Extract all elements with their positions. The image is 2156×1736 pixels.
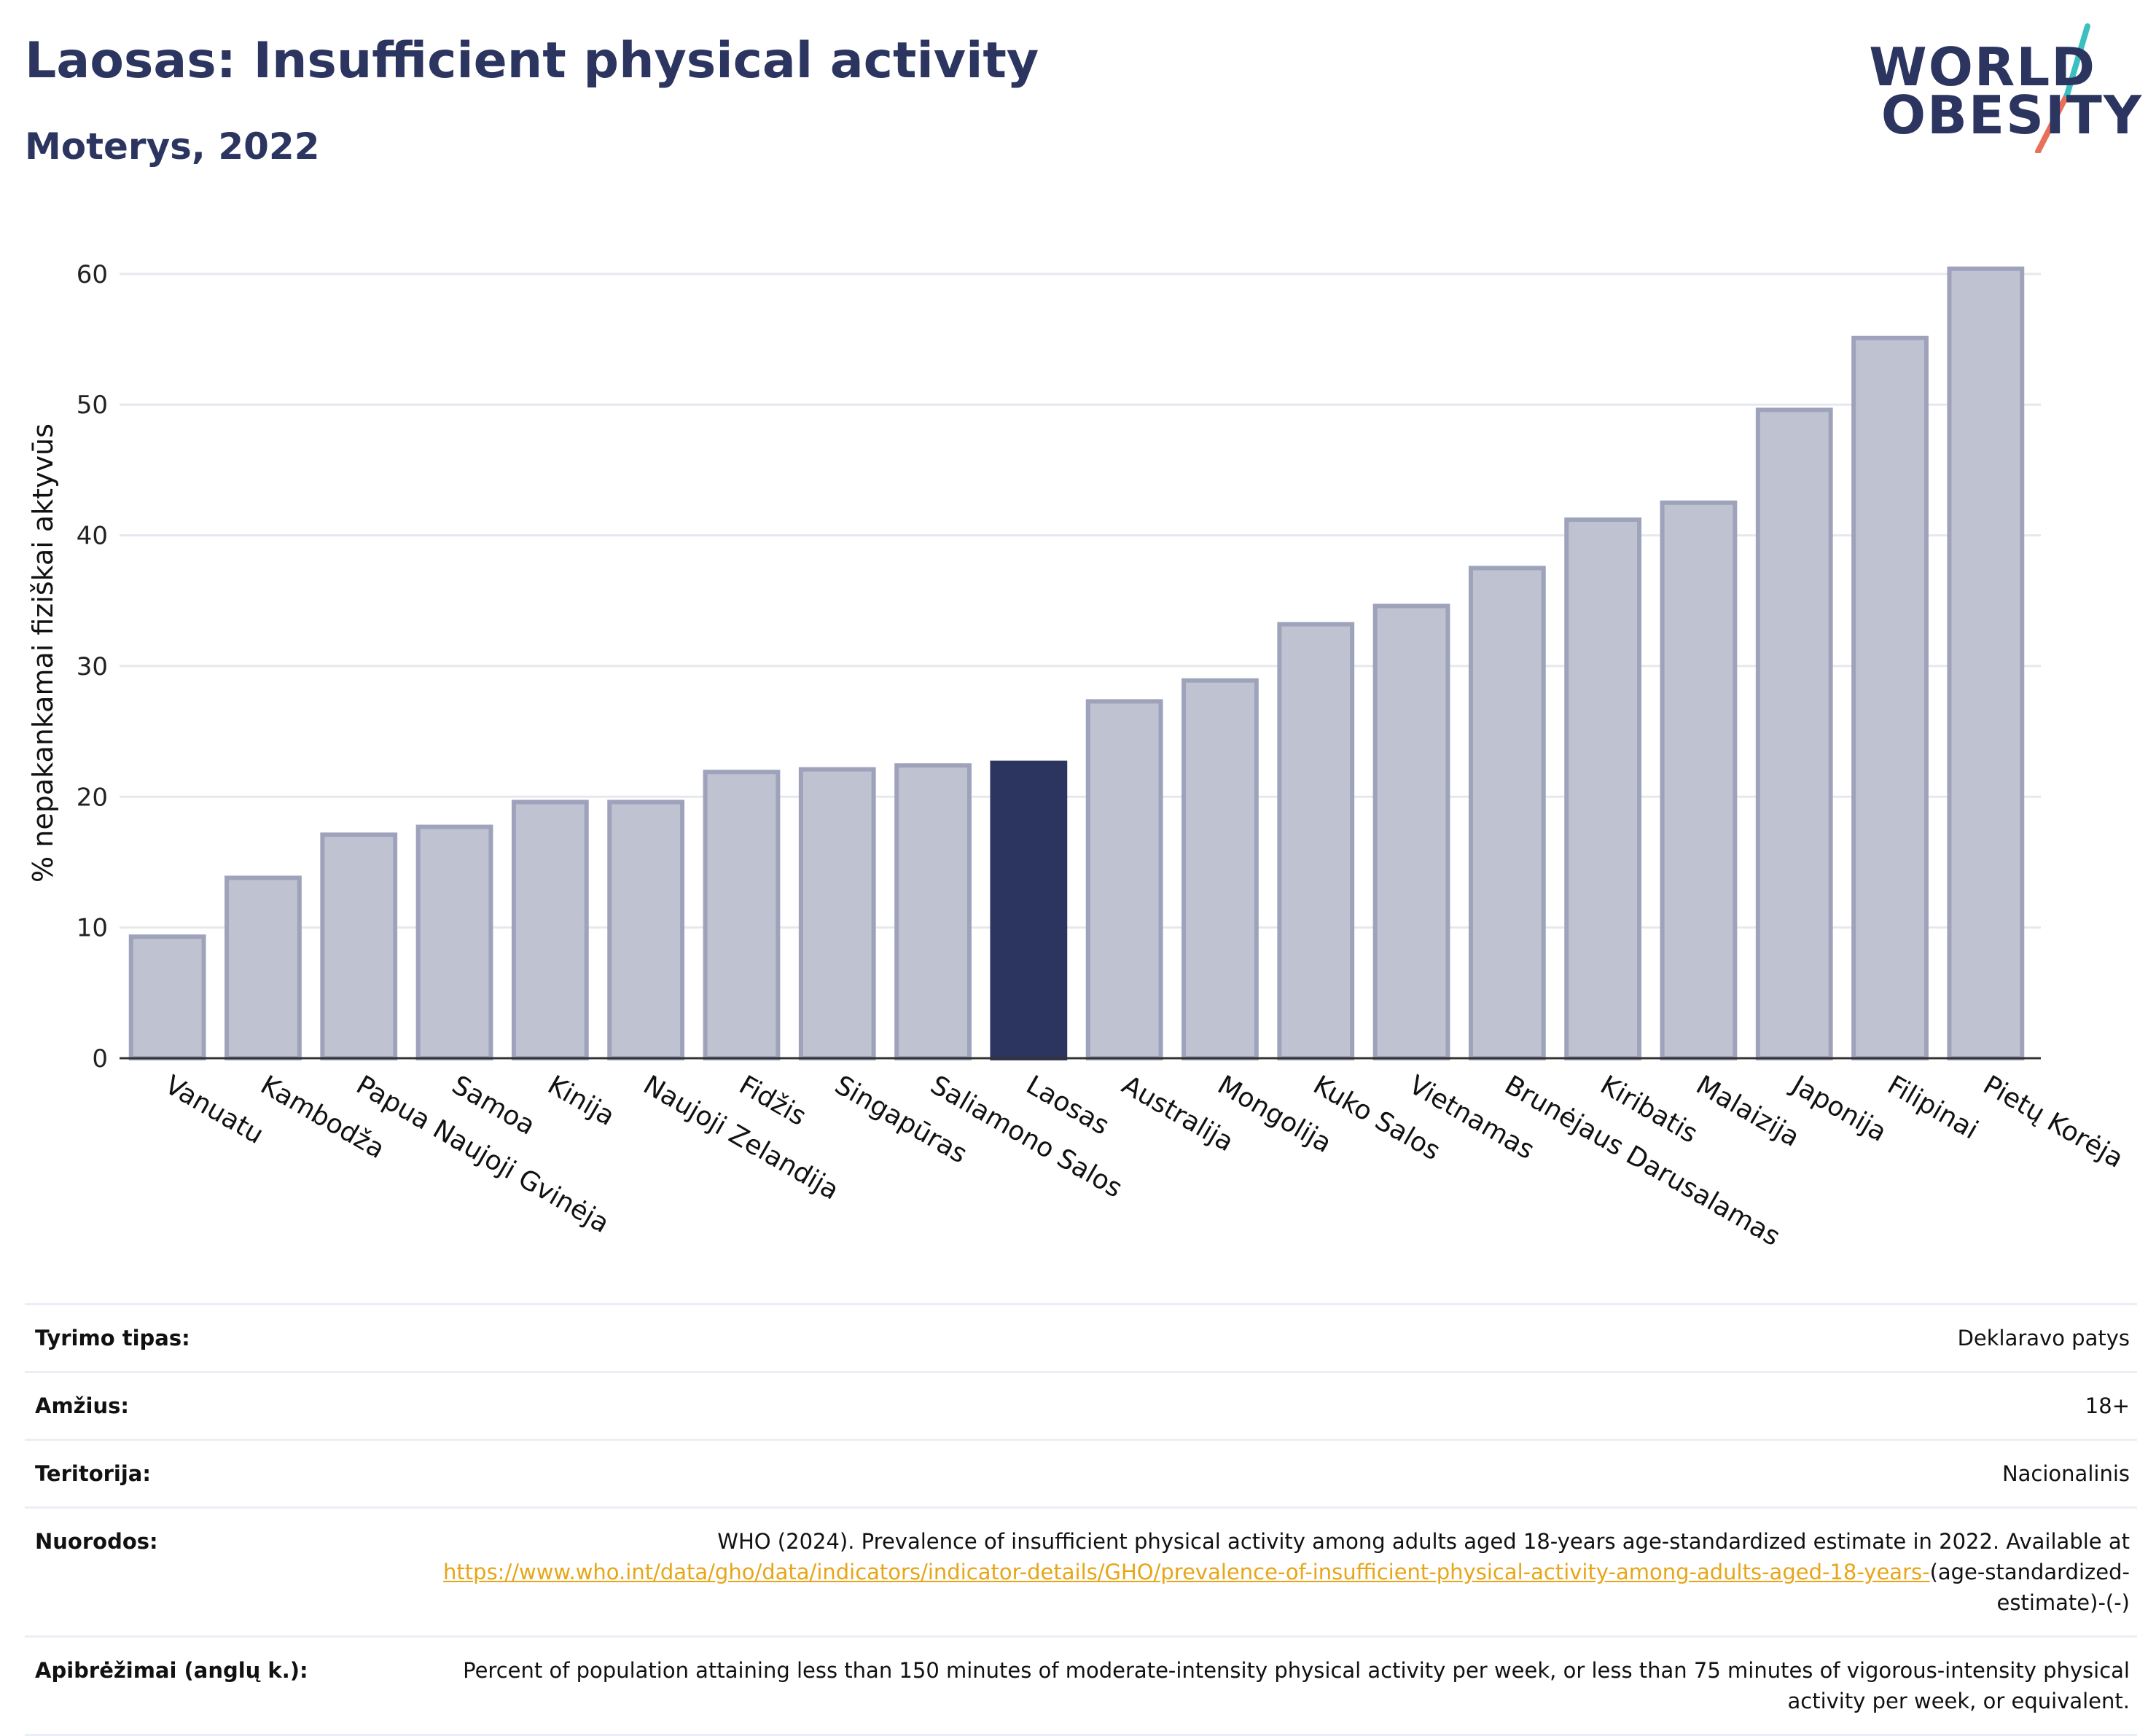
info-table: Tyrimo tipas: Deklaravo patys Amžius: 18+ Te… [25,1303,2137,1736]
bar-mongolija [1181,678,1259,1060]
bar-kiribatis [1564,517,1642,1061]
x-tick-label: Malaizija [1691,1070,1805,1153]
y-tick-label: 0 [92,1044,108,1074]
bar-filipinai [1851,335,1929,1061]
bar-fidžis [703,770,781,1060]
info-value: Percent of population attaining less tha… [463,1658,2130,1713]
x-tick-label: Pietų Korėja [1978,1070,2128,1174]
y-axis-label: % nepakankamai fiziškai aktyvūs [27,423,59,883]
y-tick-labels: 0 10 20 30 40 50 60 [77,260,108,1074]
logo-line2: OBESITY [1880,85,2143,146]
info-label: Nuorodos: [35,1529,158,1554]
bar-kuko-salos [1277,622,1355,1060]
info-value: Deklaravo patys [1957,1326,2130,1350]
reference-link[interactable]: https://www.who.int/data/gho/data/indica… [443,1560,1930,1584]
info-value: 18+ [2085,1393,2130,1418]
info-row: Tyrimo tipas: Deklaravo patys [25,1303,2137,1371]
bar-singapūras [798,767,876,1060]
x-tick-label: Vanuatu [160,1070,268,1150]
chart-title: Laosas: Insufficient physical activity [25,32,1039,90]
info-label: Tyrimo tipas: [35,1326,190,1350]
bar-vietnamas [1372,603,1450,1060]
y-tick-label: 30 [77,652,108,681]
bar-pietų-korėja [1947,266,2025,1060]
bar-papua-naujoji-gvinėja [320,832,398,1060]
bar-laosas [990,760,1068,1061]
y-tick-label: 20 [77,783,108,812]
info-label: Teritorija: [35,1461,151,1486]
info-row: Apibrėžimai (anglų k.): Percent of popula… [25,1635,2137,1736]
bar-australija [1085,699,1163,1060]
bar-kinija [511,799,589,1061]
logo-slash-icon [2035,23,2090,153]
info-label: Apibrėžimai (anglų k.): [35,1658,308,1683]
bar-samoa [415,824,493,1060]
world-obesity-logo: WORLD OBESITY [1869,22,2143,153]
info-row: Teritorija: Nacionalinis [25,1439,2137,1506]
logo-line1: WORLD [1869,36,2096,98]
y-tick-label: 40 [77,522,108,551]
y-tick-label: 50 [77,391,108,420]
info-label: Amžius: [35,1393,129,1418]
bar-malaizija [1660,500,1738,1060]
bar-saliamono-salos [894,763,972,1061]
info-row: Nuorodos: WHO (2024). Prevalence of insuf… [25,1506,2137,1635]
info-value: WHO (2024). Prevalence of insufficient p… [443,1529,2130,1615]
bar-japonija [1755,407,1833,1060]
bar-vanuatu [128,934,206,1060]
x-tick-label: Kinija [542,1070,620,1132]
y-tick-label: 60 [77,260,108,289]
x-tick-label: Filipinai [1883,1070,1983,1145]
info-value: Nacionalinis [2001,1461,2130,1486]
y-tick-label: 10 [77,914,108,943]
info-row: Amžius: 18+ [25,1371,2137,1439]
x-tick-label: Japonija [1786,1069,1892,1148]
bar-kambodža [224,875,302,1060]
chart-subtitle: Moterys, 2022 [25,125,320,168]
grid-lines [120,273,2041,929]
bars [128,266,2025,1061]
bar-brunėjaus-darusalamas [1468,566,1546,1060]
bar-naujoji-zelandija [607,799,685,1061]
